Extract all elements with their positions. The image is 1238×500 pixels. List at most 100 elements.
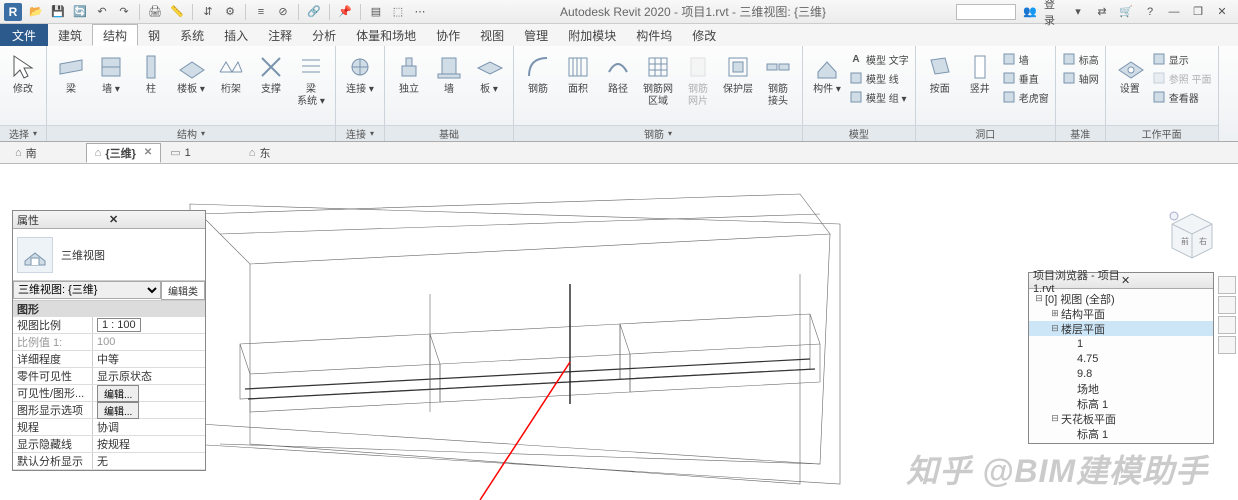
property-row[interactable]: 详细程度中等 — [13, 351, 205, 368]
property-value[interactable]: 按规程 — [93, 436, 205, 452]
thin-icon[interactable]: ≡ — [251, 2, 271, 22]
user-icon[interactable]: 👥 — [1020, 2, 1040, 22]
tree-node[interactable]: 标高 1 — [1029, 426, 1213, 441]
property-value[interactable]: 编辑... — [93, 385, 205, 401]
ribbon-btn-钢筋接头[interactable]: 钢筋接头 — [760, 48, 796, 108]
ribbon-tab-结构[interactable]: 结构 — [92, 24, 138, 46]
exchange-icon[interactable]: ⇄ — [1092, 2, 1112, 22]
property-value[interactable]: 1 : 100 — [93, 317, 205, 333]
restore-button[interactable]: ❐ — [1188, 2, 1208, 22]
ribbon-tab-分析[interactable]: 分析 — [302, 24, 346, 46]
ribbon-btn-面积[interactable]: 面积 — [560, 48, 596, 96]
property-value[interactable]: 无 — [93, 453, 205, 469]
search-input[interactable] — [956, 4, 1016, 20]
ribbon-btn-模型线[interactable]: 模型 线 — [849, 69, 909, 87]
tree-node[interactable]: 1 — [1029, 336, 1213, 351]
ribbon-btn-钢筋[interactable]: 钢筋 — [520, 48, 556, 96]
ribbon-btn-老虎窗[interactable]: 老虎窗 — [1002, 88, 1049, 106]
sync-icon[interactable]: 🔄 — [70, 2, 90, 22]
edit-type-button[interactable]: 编辑类 — [161, 281, 205, 300]
tree-node[interactable]: ⊞结构平面 — [1029, 306, 1213, 321]
tree-node[interactable]: ⊟天花板平面 — [1029, 411, 1213, 426]
close-tab-button[interactable]: ✕ — [144, 147, 152, 158]
property-row[interactable]: 视图比例1 : 100 — [13, 317, 205, 334]
filter-icon[interactable]: ▤ — [366, 2, 386, 22]
ribbon-btn-墙[interactable]: 墙 ▾ — [93, 48, 129, 96]
help-icon[interactable]: ? — [1140, 2, 1160, 22]
more-icon[interactable]: ⋯ — [410, 2, 430, 22]
ribbon-btn-按面[interactable]: 按面 — [922, 48, 958, 96]
pan-icon[interactable] — [1218, 296, 1236, 314]
ribbon-tab-视图[interactable]: 视图 — [470, 24, 514, 46]
ribbon-tab-建筑[interactable]: 建筑 — [48, 24, 92, 46]
ribbon-btn-楼板[interactable]: 楼板 ▾ — [173, 48, 209, 96]
ribbon-tab-体量和场地[interactable]: 体量和场地 — [346, 24, 426, 46]
property-row[interactable]: 零件可见性显示原状态 — [13, 368, 205, 385]
property-row[interactable]: 图形显示选项编辑... — [13, 402, 205, 419]
property-value[interactable]: 协调 — [93, 419, 205, 435]
property-row[interactable]: 默认分析显示无 — [13, 453, 205, 470]
manage-icon[interactable]: ⚙ — [220, 2, 240, 22]
ribbon-tab-插入[interactable]: 插入 — [214, 24, 258, 46]
property-value[interactable]: 显示原状态 — [93, 368, 205, 384]
ribbon-btn-模型文字[interactable]: A模型 文字 — [849, 50, 909, 68]
ribbon-btn-显示[interactable]: 显示 — [1152, 50, 1212, 68]
view-tab-南[interactable]: ⌂南 — [6, 143, 46, 163]
ribbon-btn-墙[interactable]: 墙 — [431, 48, 467, 96]
properties-title[interactable]: 属性 ✕ — [13, 211, 205, 229]
ribbon-tab-钢[interactable]: 钢 — [138, 24, 170, 46]
minimize-button[interactable]: — — [1164, 2, 1184, 22]
print-icon[interactable]: 🖨 — [145, 2, 165, 22]
steering-wheel-icon[interactable] — [1218, 276, 1236, 294]
close-button[interactable]: ✕ — [1212, 2, 1232, 22]
ribbon-tab-构件坞[interactable]: 构件坞 — [626, 24, 682, 46]
open-icon[interactable]: 📂 — [26, 2, 46, 22]
ribbon-btn-墙[interactable]: 墙 — [1002, 50, 1049, 68]
file-tab[interactable]: 文件 — [0, 24, 48, 46]
ribbon-tab-系统[interactable]: 系统 — [170, 24, 214, 46]
ribbon-btn-路径[interactable]: 路径 — [600, 48, 636, 96]
close-hidden-icon[interactable]: ⊘ — [273, 2, 293, 22]
ribbon-btn-支撑[interactable]: 支撑 — [253, 48, 289, 96]
property-edit-button[interactable]: 编辑... — [97, 402, 139, 419]
ribbon-btn-修改[interactable]: 修改 — [6, 48, 40, 96]
ribbon-btn-柱[interactable]: 柱 — [133, 48, 169, 96]
ribbon-btn-标高[interactable]: 标高 — [1062, 50, 1099, 68]
ribbon-btn-钢筋网区域[interactable]: 钢筋网区域 — [640, 48, 676, 108]
cart-icon[interactable]: 🛒 — [1116, 2, 1136, 22]
ribbon-btn-参照平面[interactable]: 参照 平面 — [1152, 69, 1212, 87]
ribbon-btn-板[interactable]: 板 ▾ — [471, 48, 507, 96]
ribbon-btn-模型组[interactable]: 模型 组 ▾ — [849, 88, 909, 106]
undo-icon[interactable]: ↶ — [92, 2, 112, 22]
navigation-bar[interactable] — [1218, 274, 1238, 356]
property-value[interactable]: 编辑... — [93, 402, 205, 418]
ribbon-btn-构件[interactable]: 构件 ▾ — [809, 48, 845, 96]
ribbon-btn-设置[interactable]: 设置 — [1112, 48, 1148, 96]
ribbon-tab-协作[interactable]: 协作 — [426, 24, 470, 46]
tree-twisty-icon[interactable]: ⊞ — [1049, 308, 1061, 319]
tree-node[interactable]: 4.75 — [1029, 351, 1213, 366]
ribbon-btn-查看器[interactable]: 查看器 — [1152, 88, 1212, 106]
tree-node[interactable]: 9.8 — [1029, 366, 1213, 381]
view-tab-1[interactable]: ▭1 — [161, 143, 200, 163]
ribbon-btn-竖井[interactable]: 竖井 — [962, 48, 998, 96]
tree-node[interactable]: 场地 — [1029, 381, 1213, 396]
ribbon-btn-梁系统[interactable]: 梁系统 ▾ — [293, 48, 329, 108]
ribbon-btn-桁架[interactable]: 桁架 — [213, 48, 249, 96]
view-cube[interactable]: 前 右 — [1166, 208, 1218, 268]
property-row[interactable]: 规程协调 — [13, 419, 205, 436]
highlight-icon[interactable]: ⬚ — [388, 2, 408, 22]
login-label[interactable]: 登录 — [1044, 2, 1064, 22]
switch-icon[interactable]: ⇵ — [198, 2, 218, 22]
pin-icon[interactable]: 📌 — [335, 2, 355, 22]
ribbon-tab-注释[interactable]: 注释 — [258, 24, 302, 46]
view-tab-东[interactable]: ⌂东 — [240, 143, 280, 163]
zoom-icon[interactable] — [1218, 316, 1236, 334]
properties-header[interactable]: 三维视图 — [13, 229, 205, 281]
tree-twisty-icon[interactable]: ⊟ — [1033, 293, 1045, 304]
tree-node[interactable]: ⊟[0] 视图 (全部) — [1029, 291, 1213, 306]
link-icon[interactable]: 🔗 — [304, 2, 324, 22]
property-row[interactable]: 可见性/图形...编辑... — [13, 385, 205, 402]
ribbon-tab-管理[interactable]: 管理 — [514, 24, 558, 46]
tree-node[interactable]: ⊟楼层平面 — [1029, 321, 1213, 336]
